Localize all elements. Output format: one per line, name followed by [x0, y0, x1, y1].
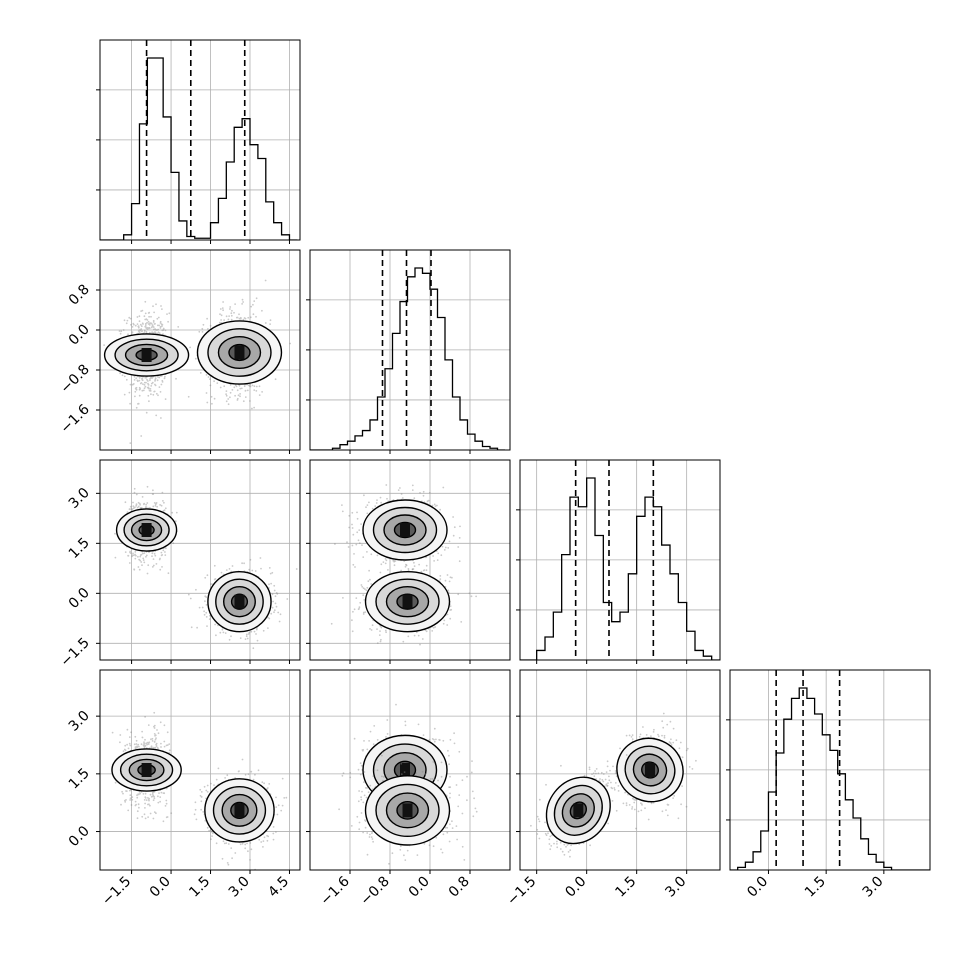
panel-3-3: [726, 669, 931, 874]
y-tick-label-2-1: 1.5: [66, 535, 93, 562]
density-peak-0: [141, 763, 152, 777]
panel-content: [310, 670, 510, 870]
x-tick-label-2-0: −1.5: [504, 874, 539, 909]
x-tick-label-0-2: 1.5: [186, 874, 213, 901]
y-tick-label-2-0: 3.0: [66, 485, 93, 512]
density-peak-0: [141, 348, 152, 362]
x-tick-label-3-1: 1.5: [802, 874, 829, 901]
panel-3-2: [516, 669, 721, 874]
panel-frame: [309, 249, 511, 451]
y-tick-label-1-2: −0.8: [57, 362, 92, 397]
panel-2-0: [96, 459, 301, 664]
panel-content: [100, 40, 300, 240]
panel-frame: [519, 459, 721, 661]
y-tick-label-3-0: 3.0: [66, 708, 93, 735]
x-tick-label-2-1: 0.0: [562, 874, 589, 901]
x-tick-label-1-3: 0.8: [446, 874, 473, 901]
panel-content: [310, 250, 510, 450]
density-peak-1: [234, 345, 245, 360]
panels-layer: [96, 39, 931, 874]
panel-frame: [519, 669, 721, 871]
panel-1-1: [306, 249, 511, 454]
density-peak-1: [234, 803, 245, 818]
x-tick-label-3-2: 3.0: [860, 874, 887, 901]
density-peak-0: [645, 763, 655, 777]
tick-labels-layer: −1.5 0.0 1.5 3.0 4.5 −1.6 −0.8 0.0 0.8 −1.5 0.0 1.5…: [57, 282, 886, 909]
panel-content: [520, 460, 720, 660]
y-tick-label-1-1: 0.0: [66, 322, 93, 349]
panel-2-2: [516, 459, 721, 664]
panel-content: [100, 670, 300, 870]
x-tick-label-0-0: −1.5: [99, 874, 134, 909]
panel-3-1: [306, 669, 511, 874]
histogram-step-0: [100, 57, 298, 240]
x-tick-label-1-0: −1.6: [317, 873, 352, 908]
histogram-step-1: [310, 267, 505, 450]
density-peak-0: [400, 763, 410, 777]
panel-content: [730, 670, 930, 870]
panel-1-0: [96, 249, 301, 454]
panel-0-0: [96, 39, 301, 244]
panel-frame: [309, 669, 511, 871]
panel-content: [100, 250, 300, 450]
x-tick-label-0-4: 4.5: [265, 874, 292, 901]
y-tick-label-1-0: 0.8: [66, 282, 93, 309]
panel-frame: [99, 459, 301, 661]
x-tick-label-0-3: 3.0: [226, 874, 253, 901]
x-tick-label-2-2: 1.5: [612, 874, 639, 901]
x-tick-label-3-0: 0.0: [744, 874, 771, 901]
panel-3-0: [96, 669, 301, 874]
y-tick-label-2-2: 0.0: [66, 585, 93, 612]
panel-frame: [309, 459, 511, 661]
panel-frame: [729, 669, 931, 871]
histogram-step-2: [520, 477, 720, 660]
density-peak-0: [141, 523, 152, 537]
panel-frame: [99, 249, 301, 451]
y-tick-label-3-2: 0.0: [66, 823, 93, 850]
density-peak-1: [402, 594, 413, 609]
panel-content: [520, 670, 720, 870]
y-tick-label-3-1: 1.5: [66, 765, 93, 792]
density-peak-0: [400, 523, 410, 537]
panel-frame: [99, 39, 301, 241]
x-tick-label-1-2: 0.0: [406, 874, 433, 901]
histogram-step-3: [730, 687, 930, 870]
panel-content: [100, 460, 300, 660]
x-tick-label-1-1: −0.8: [357, 874, 392, 909]
y-tick-label-2-3: −1.5: [57, 635, 92, 670]
density-peak-1: [402, 803, 413, 818]
x-tick-label-0-1: 0.0: [147, 874, 174, 901]
panel-content: [310, 460, 510, 660]
density-peak-1: [573, 803, 584, 818]
x-tick-label-2-3: 3.0: [662, 874, 689, 901]
y-tick-label-1-3: −1.6: [57, 401, 92, 436]
panel-2-1: [306, 459, 511, 664]
panel-frame: [99, 669, 301, 871]
density-peak-1: [234, 594, 245, 609]
